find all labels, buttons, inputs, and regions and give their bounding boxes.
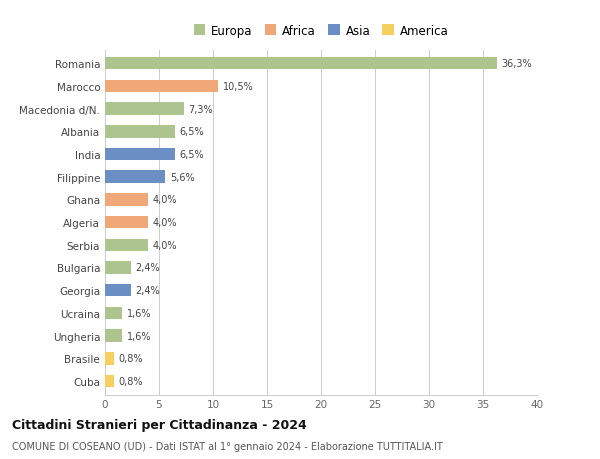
- Bar: [105, 126, 175, 138]
- Bar: [105, 194, 148, 206]
- Text: 10,5%: 10,5%: [223, 82, 253, 92]
- Text: 0,8%: 0,8%: [118, 353, 142, 364]
- Bar: [105, 148, 175, 161]
- Text: COMUNE DI COSEANO (UD) - Dati ISTAT al 1° gennaio 2024 - Elaborazione TUTTITALIA: COMUNE DI COSEANO (UD) - Dati ISTAT al 1…: [12, 441, 443, 451]
- Bar: [105, 307, 122, 319]
- Bar: [105, 284, 131, 297]
- Bar: [105, 103, 184, 116]
- Text: 2,4%: 2,4%: [135, 263, 160, 273]
- Bar: [105, 330, 122, 342]
- Bar: [105, 216, 148, 229]
- Bar: [105, 80, 218, 93]
- Text: 6,5%: 6,5%: [179, 127, 204, 137]
- Text: 4,0%: 4,0%: [152, 195, 177, 205]
- Text: 4,0%: 4,0%: [152, 218, 177, 228]
- Text: 7,3%: 7,3%: [188, 104, 213, 114]
- Text: 0,8%: 0,8%: [118, 376, 142, 386]
- Text: 6,5%: 6,5%: [179, 150, 204, 160]
- Text: 2,4%: 2,4%: [135, 285, 160, 296]
- Bar: [105, 171, 166, 184]
- Text: 36,3%: 36,3%: [502, 59, 532, 69]
- Text: 5,6%: 5,6%: [170, 172, 194, 182]
- Bar: [105, 352, 113, 365]
- Text: Cittadini Stranieri per Cittadinanza - 2024: Cittadini Stranieri per Cittadinanza - 2…: [12, 418, 307, 431]
- Text: 4,0%: 4,0%: [152, 240, 177, 250]
- Text: 1,6%: 1,6%: [127, 331, 151, 341]
- Bar: [105, 375, 113, 387]
- Bar: [105, 58, 497, 70]
- Bar: [105, 239, 148, 252]
- Legend: Europa, Africa, Asia, America: Europa, Africa, Asia, America: [193, 25, 449, 38]
- Bar: [105, 262, 131, 274]
- Text: 1,6%: 1,6%: [127, 308, 151, 318]
